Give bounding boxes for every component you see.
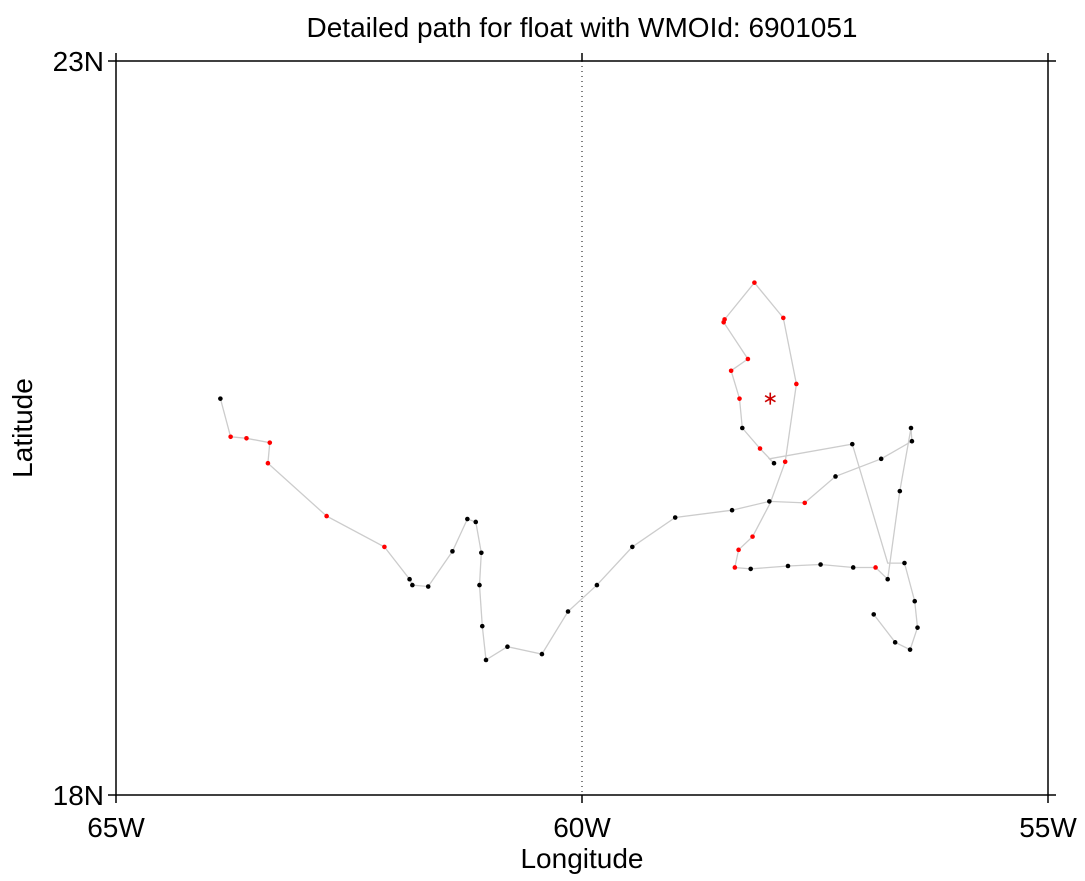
float-position-point [771, 460, 777, 466]
float-position-point [425, 584, 431, 589]
float-position-point [450, 549, 455, 554]
float-position-point [892, 640, 898, 645]
axis-ticks [108, 53, 1056, 803]
float-position-point [410, 582, 415, 588]
float-track-line [219, 281, 919, 661]
float-position-point [479, 623, 485, 629]
y-tick-label: 23N [53, 46, 104, 77]
float-position-point [849, 441, 855, 447]
float-position-point-red [737, 396, 742, 401]
chart-title: Detailed path for float with WMOId: 6901… [307, 12, 858, 43]
float-position-point [594, 582, 600, 588]
float-position-point-red [750, 534, 755, 539]
x-tick-label: 55W [1019, 812, 1077, 843]
float-position-point [909, 438, 915, 444]
float-position-point-red [267, 440, 273, 445]
float-position-point-red [732, 565, 738, 570]
x-tick-label: 60W [553, 812, 611, 843]
float-position-point [915, 625, 920, 630]
float-position-point [912, 598, 918, 604]
float-position-point [505, 644, 510, 650]
float-position-point [850, 565, 856, 570]
float-position-point-red [794, 381, 799, 387]
float-position-point [630, 544, 635, 550]
x-tick-label: 65W [87, 812, 145, 843]
float-position-point [871, 612, 877, 617]
float-position-point-red [228, 434, 233, 440]
float-position-point-red [757, 446, 763, 451]
float-position-point [479, 550, 484, 556]
float-position-point [818, 562, 823, 567]
float-position-point [729, 507, 735, 513]
float-position-point [565, 609, 571, 614]
y-tick-label: 18N [53, 780, 104, 811]
float-position-point [878, 456, 884, 462]
float-position-point [483, 657, 489, 663]
float-position-point-red [736, 547, 741, 553]
float-position-point-red [382, 544, 387, 550]
float-position-point-red [265, 460, 271, 466]
float-position-point [407, 576, 412, 582]
float-position-point-red [244, 435, 249, 441]
y-axis-label: Latitude [7, 378, 38, 478]
float-position-point-red [782, 459, 788, 465]
float-position-point-red [324, 513, 329, 519]
float-position-point-red [728, 368, 734, 374]
float-position-point-red [781, 315, 786, 321]
float-position-point [473, 519, 479, 525]
float-position-point-red [873, 565, 878, 570]
float-position-point [833, 474, 838, 479]
float-position-point-red [745, 356, 751, 362]
float-position-point [539, 651, 545, 657]
float-position-point [885, 576, 890, 582]
x-axis-label: Longitude [520, 843, 643, 874]
float-position-point [767, 499, 772, 504]
float-position-point [785, 563, 791, 569]
float-position-point [907, 647, 913, 652]
axis-tick-labels: 65W 60W 55W 18N 23N [53, 46, 1078, 843]
start-marker [764, 392, 776, 405]
float-positions [218, 280, 920, 663]
float-position-point [477, 582, 482, 588]
float-position-point [740, 425, 745, 431]
float-position-point [748, 566, 753, 572]
float-position-point [218, 396, 223, 401]
float-position-point-red [721, 320, 726, 325]
asterisk-marker-stroke [764, 394, 776, 403]
float-position-point [897, 488, 903, 494]
float-position-point [465, 516, 470, 522]
float-position-point [902, 560, 907, 566]
float-position-point [908, 425, 914, 431]
float-position-point-red [802, 500, 808, 506]
float-position-point [672, 515, 678, 520]
float-position-point-red [752, 280, 757, 285]
